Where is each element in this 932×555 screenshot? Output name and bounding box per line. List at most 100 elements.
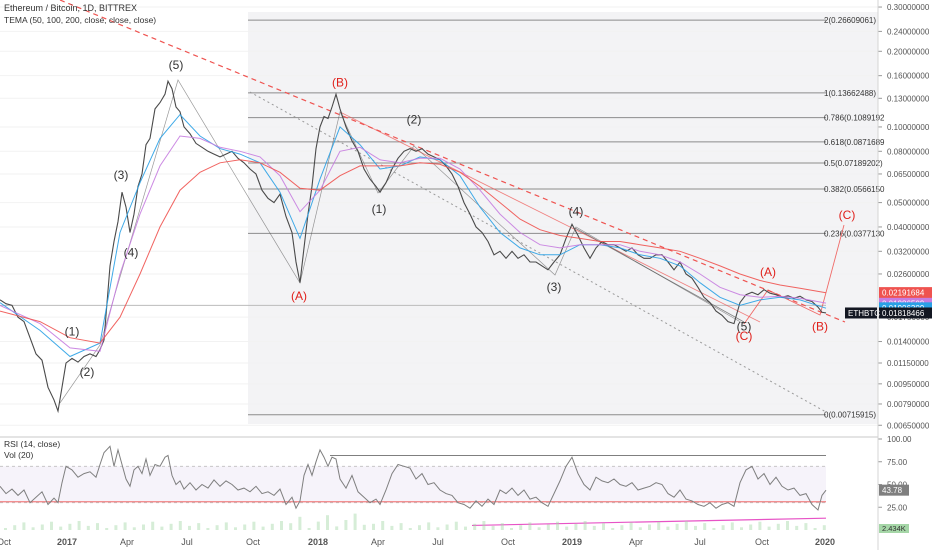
volume-bar xyxy=(270,523,274,530)
volume-bar xyxy=(13,525,17,530)
volume-bar xyxy=(629,522,633,530)
price-tag-box xyxy=(879,307,932,319)
volume-bar xyxy=(546,524,550,530)
volume-bar xyxy=(445,524,449,530)
volume-bar xyxy=(427,522,431,530)
price-tick-label: 0.00650000 xyxy=(887,421,930,430)
time-tick-label: Jul xyxy=(694,537,706,547)
volume-bar xyxy=(454,521,458,530)
volume-bar xyxy=(749,524,753,530)
price-tick-label: 0.03200000 xyxy=(887,247,930,256)
price-tick-label: 0.05000000 xyxy=(887,199,930,208)
rsi-tick-label: 75.00 xyxy=(887,458,908,467)
volume-bar xyxy=(767,526,771,530)
price-tick-label: 0.16000000 xyxy=(887,72,930,81)
volume-bar xyxy=(353,513,357,530)
volume-bar xyxy=(280,521,283,530)
volume-bar xyxy=(500,523,504,530)
volume-bar xyxy=(703,523,707,530)
volume-bar xyxy=(40,524,44,530)
price-tick-label: 0.02600000 xyxy=(887,270,930,279)
volume-bar xyxy=(519,525,523,530)
symbol-tag-box xyxy=(845,307,877,319)
fib-level-label: 0.5(0.07189202) xyxy=(824,159,883,168)
volume-bar xyxy=(473,523,477,530)
volume-bar xyxy=(611,528,615,530)
volume-bar xyxy=(234,527,237,530)
rsi-value-label: 43.78 xyxy=(882,486,903,495)
volume-bar xyxy=(68,523,72,530)
volume-bar xyxy=(142,524,145,530)
volume-bar xyxy=(298,516,302,530)
volume-bar xyxy=(730,522,734,530)
price-tick-label: 0.24000000 xyxy=(887,27,930,36)
volume-bar xyxy=(344,520,348,530)
volume-bar xyxy=(740,527,743,530)
volume-bar xyxy=(464,526,467,530)
rsi-support-line xyxy=(471,517,827,527)
price-tick-label: 0.00790000 xyxy=(887,400,930,409)
volume-bar xyxy=(491,525,495,530)
price-tick-label: 0.20000000 xyxy=(887,47,930,56)
volume-bar xyxy=(776,523,780,530)
volume-bar xyxy=(804,523,808,530)
wave-label: (2) xyxy=(80,365,95,379)
wave-label: (C) xyxy=(736,329,753,343)
volume-bar xyxy=(151,521,155,530)
volume-bar xyxy=(795,525,799,530)
price-axis[interactable]: 0.30000000 0.24000000 0.20000000 0.16000000… xyxy=(878,3,930,430)
volume-bar xyxy=(583,521,587,530)
wave-label: (3) xyxy=(114,168,129,182)
volume-bar xyxy=(96,523,99,530)
volume-bar xyxy=(822,525,826,530)
price-tick-label: 0.08000000 xyxy=(887,147,930,156)
time-tick-label: 2019 xyxy=(562,537,582,547)
rsi-tick-label: 25.00 xyxy=(887,503,908,512)
abc-projection-path xyxy=(743,224,845,325)
volume-bar xyxy=(252,521,256,530)
wave-label: (5) xyxy=(737,319,752,333)
wave-label: (B) xyxy=(812,319,828,333)
time-tick-label: Apr xyxy=(120,537,134,547)
time-tick-label: Oct xyxy=(246,537,261,547)
wave-label: (5) xyxy=(169,58,184,72)
volume-bar xyxy=(105,528,109,530)
time-tick-label: Apr xyxy=(371,537,385,547)
wave-label: (A) xyxy=(760,265,776,279)
rsi-line xyxy=(0,445,827,511)
wave-label: (4) xyxy=(569,204,584,218)
volume-bar xyxy=(123,522,127,530)
volume-bar xyxy=(574,523,578,530)
volume-bar xyxy=(684,521,688,530)
volume-bar xyxy=(86,525,90,530)
rsi-band xyxy=(0,466,826,503)
tema-line-3 xyxy=(0,159,827,344)
volume-bar xyxy=(224,522,228,530)
price-series xyxy=(0,79,827,414)
volume-bar xyxy=(381,521,385,530)
indicator-label: TEMA (50, 100, 200, close, close, close) xyxy=(4,15,156,25)
time-tick-label: 2020 xyxy=(815,537,835,547)
volume-bar xyxy=(399,523,403,530)
price-tick-label: 0.01400000 xyxy=(887,338,930,347)
price-tags: 0.021916840.019865090.019063090.01818466… xyxy=(845,287,932,319)
volume-value-label: 2.434K xyxy=(882,524,906,533)
fib-level-label: 0.382(0.0566150 xyxy=(824,185,885,194)
volume-bar xyxy=(243,524,247,530)
volume-bar xyxy=(390,525,394,530)
time-tick-label: Oct xyxy=(755,537,770,547)
volume-bar xyxy=(261,526,265,530)
wave-annotations: (1)(2)(3)(4)(5)(A)(B)(1)(2)(3)(4)(5)(C)(… xyxy=(65,58,856,379)
fib-level-label: 0.236(0.0377130 xyxy=(824,229,885,238)
volume-bar xyxy=(114,525,118,530)
fib-zone-shade xyxy=(248,12,878,424)
price-grid xyxy=(0,6,878,426)
volume-bar xyxy=(813,528,817,530)
wave-label: (2) xyxy=(407,113,422,127)
volume-bar xyxy=(666,526,670,530)
time-tick-label: Jul xyxy=(432,537,444,547)
time-axis[interactable]: Oct 2017 Apr Jul Oct 2018 Apr Jul Oct 2019 Apr Jul O… xyxy=(0,537,835,547)
volume-bar xyxy=(4,528,7,530)
